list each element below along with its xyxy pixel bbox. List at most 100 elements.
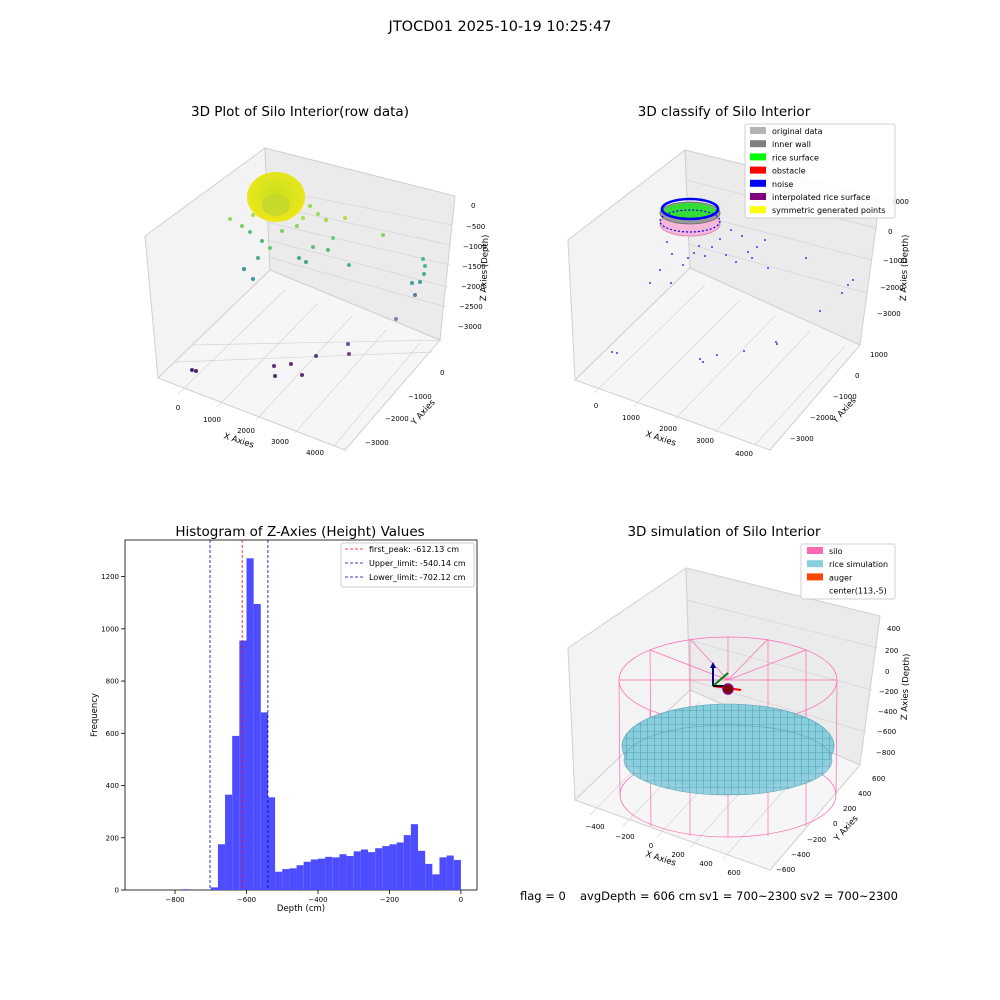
scatter-point — [423, 264, 427, 268]
histogram-bar — [339, 854, 347, 890]
noise-point — [775, 341, 777, 343]
histogram-reference-lines — [209, 540, 269, 890]
panel1-z-ticks: 0 −500 −1000 −1500 −2000 −2500 −3000 — [458, 202, 487, 331]
histogram-bar — [232, 735, 240, 890]
avg-depth-text: avgDepth = 606 cm — [580, 889, 696, 903]
panel2-legend-label: noise — [772, 180, 793, 189]
noise-point — [751, 257, 753, 259]
scatter-point — [251, 277, 255, 281]
panel1-z-tick: −2000 — [461, 283, 485, 291]
histogram-axes-frame — [124, 539, 478, 891]
panel4-y-tick: −200 — [807, 836, 826, 844]
panel2-x-tick: 3000 — [696, 437, 714, 445]
panel4-z-tick: 0 — [885, 668, 889, 676]
scatter-point — [331, 236, 335, 240]
panel2-legend-swatch — [750, 179, 766, 187]
panel4-y-tick: −600 — [776, 866, 795, 874]
scatter-point — [256, 256, 260, 260]
histogram-bar — [296, 865, 304, 890]
histogram-bar — [410, 824, 419, 890]
panel2-legend-label: rice surface — [772, 153, 819, 162]
histogram-y-tick-label: 200 — [106, 834, 119, 842]
histogram-legend-label: Upper_limit: -540.14 cm — [369, 559, 466, 568]
histogram-bar — [453, 859, 461, 890]
panel-classify-3d: 3D classify of Silo Interior 0 1000 2000… — [567, 104, 911, 458]
panel4-y-tick: 200 — [843, 805, 856, 813]
panel2-y-tick: −3000 — [790, 435, 814, 443]
panel4-legend-swatch — [807, 547, 823, 554]
histogram-bars — [182, 558, 461, 890]
histogram-bar — [353, 851, 361, 890]
histogram-bar — [346, 856, 354, 890]
histogram-bar — [432, 874, 440, 890]
panel2-legend-swatch — [750, 193, 766, 200]
scatter-point — [308, 204, 312, 208]
histogram-bar — [425, 863, 433, 890]
panel4-legend-swatch — [807, 573, 823, 581]
histogram-bar — [225, 794, 233, 890]
histogram-xlabel: Depth (cm) — [277, 904, 325, 914]
auger-icon — [722, 683, 734, 695]
noise-point — [743, 350, 745, 352]
histogram-bar — [389, 844, 397, 890]
noise-point — [719, 238, 721, 240]
noise-point — [693, 252, 695, 254]
histogram-y-ticks: 0 200 400 600 800 1000 1200 — [101, 573, 125, 895]
panel2-legend-items: original data inner wall rice surface obsta… — [750, 127, 885, 215]
noise-point — [699, 358, 701, 360]
noise-point — [841, 292, 843, 294]
scatter-point — [343, 216, 347, 220]
panel2-z-tick: 1000 — [891, 198, 909, 206]
scatter-point — [422, 272, 426, 276]
panel4-legend: silo rice simulation auger center(113,-5) — [800, 543, 896, 600]
histogram-x-tick-label: −200 — [380, 896, 399, 904]
panel4-rice-surface — [621, 703, 835, 796]
panel1-ring-cloud — [247, 172, 305, 222]
histogram-bar — [446, 855, 454, 890]
panel1-y-tick: −3000 — [365, 439, 389, 447]
flag-text: flag = 0 — [520, 889, 566, 903]
panel1-z-tick: −3000 — [458, 323, 482, 331]
scatter-point — [300, 373, 304, 377]
panel1-x-tick: 3000 — [271, 438, 289, 446]
histogram-bar — [267, 797, 276, 890]
panel4-z-tick: −800 — [876, 749, 895, 757]
histogram-y-tick-label: 1000 — [101, 625, 119, 633]
histogram-bar — [253, 603, 261, 890]
noise-point — [819, 310, 821, 312]
panel4-z-tick: 200 — [885, 647, 898, 655]
panel4-y-tick: 600 — [872, 775, 885, 783]
histogram-bar — [275, 871, 283, 890]
histogram-x-tick-label: 0 — [459, 896, 463, 904]
scatter-point — [347, 352, 351, 356]
noise-point — [847, 284, 849, 286]
panel4-y-tick: −400 — [791, 851, 810, 859]
panel-raw-3d: 3D Plot of Silo Interior(row data) 0 100… — [144, 104, 491, 457]
panel4-legend-swatch — [807, 586, 823, 594]
scatter-point — [301, 216, 305, 220]
panel2-z-tick: −1000 — [883, 257, 907, 265]
panel2-legend-swatch — [750, 166, 766, 174]
scatter-point — [324, 218, 328, 222]
panel1-z-tick: 0 — [471, 202, 475, 210]
panel4-x-tick: 0 — [649, 842, 653, 850]
panel2-y-tick: −1000 — [833, 393, 857, 401]
noise-point — [687, 257, 689, 259]
histogram-bar — [317, 858, 326, 890]
panel4-z-tick: −200 — [879, 688, 898, 696]
histogram-legend: first_peak: -612.13 cm Upper_limit: -540.… — [340, 542, 475, 588]
scatter-point — [314, 354, 318, 358]
panel1-x-tick: 1000 — [203, 416, 221, 424]
panel4-legend-label: rice simulation — [829, 560, 888, 569]
panel2-legend-swatch — [750, 153, 766, 161]
panel1-grid — [174, 187, 453, 447]
panel1-x-tick: 2000 — [237, 427, 255, 435]
panel2-legend-label: obstacle — [772, 167, 806, 176]
panel2-legend-label: inner wall — [772, 140, 811, 149]
noise-point — [735, 261, 737, 263]
noise-point — [611, 351, 613, 353]
histogram-bar — [210, 887, 218, 890]
noise-point — [711, 246, 713, 248]
noise-point — [852, 279, 854, 281]
scatter-point — [260, 239, 264, 243]
